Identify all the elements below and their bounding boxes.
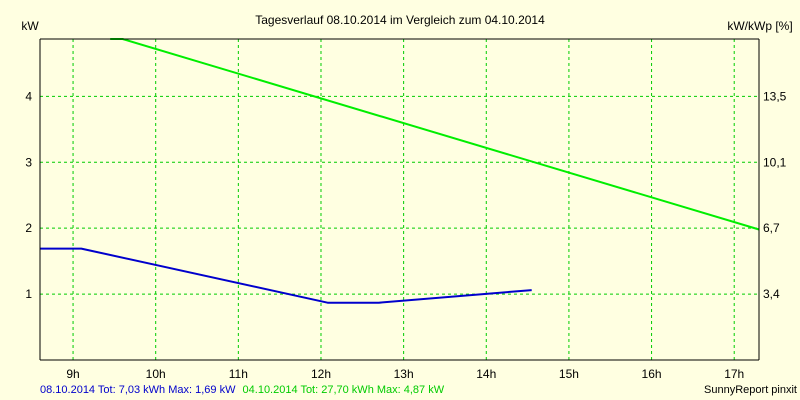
- axes: [39, 38, 760, 361]
- plot-area: [40, 39, 759, 360]
- x-tick-label-17h: 17h: [724, 367, 744, 381]
- x-tick-label-14h: 14h: [476, 367, 496, 381]
- legend-series-1: 08.10.2014 Tot: 7,03 kWh Max: 1,69 kW: [40, 384, 236, 396]
- tick-labels: 9h 10h 11h 12h 13h 14h 15h 16h 17h 1 2 3 4 3,4 6,7 10,1…: [25, 89, 786, 381]
- footer-legend: 08.10.2014 Tot: 7,03 kWh Max: 1,69 kW 04…: [40, 384, 445, 396]
- y-right-tick-label-13,5: 13,5: [763, 89, 787, 103]
- y-right-axis-label: kW/kWp [%]: [727, 19, 792, 33]
- legend-series-2: 04.10.2014 Tot: 27,70 kWh Max: 4,87 kW: [243, 384, 445, 396]
- y-right-tick-label-10,1: 10,1: [763, 155, 787, 169]
- plot-background: [40, 39, 759, 360]
- x-tick-label-9h: 9h: [66, 367, 79, 381]
- chart-title: Tagesverlauf 08.10.2014 im Vergleich zum…: [255, 13, 545, 27]
- y-left-tick-label-2: 2: [25, 221, 32, 235]
- y-left-tick-label-3: 3: [25, 155, 32, 169]
- x-tick-label-10h: 10h: [146, 367, 166, 381]
- y-left-tick-label-1: 1: [25, 287, 32, 301]
- x-tick-label-13h: 13h: [394, 367, 414, 381]
- y-left-tick-label-4: 4: [25, 89, 32, 103]
- y-right-tick-label-6,7: 6,7: [763, 221, 780, 235]
- x-tick-label-15h: 15h: [559, 367, 579, 381]
- x-tick-label-16h: 16h: [642, 367, 662, 381]
- x-tick-label-11h: 11h: [229, 367, 248, 381]
- y-right-tick-label-3,4: 3,4: [763, 287, 780, 301]
- x-tick-label-12h: 12h: [311, 367, 331, 381]
- series-line-2: [40, 247, 532, 304]
- credit-text: SunnyReport pinxit: [704, 384, 797, 396]
- y-left-axis-label: kW: [21, 19, 39, 33]
